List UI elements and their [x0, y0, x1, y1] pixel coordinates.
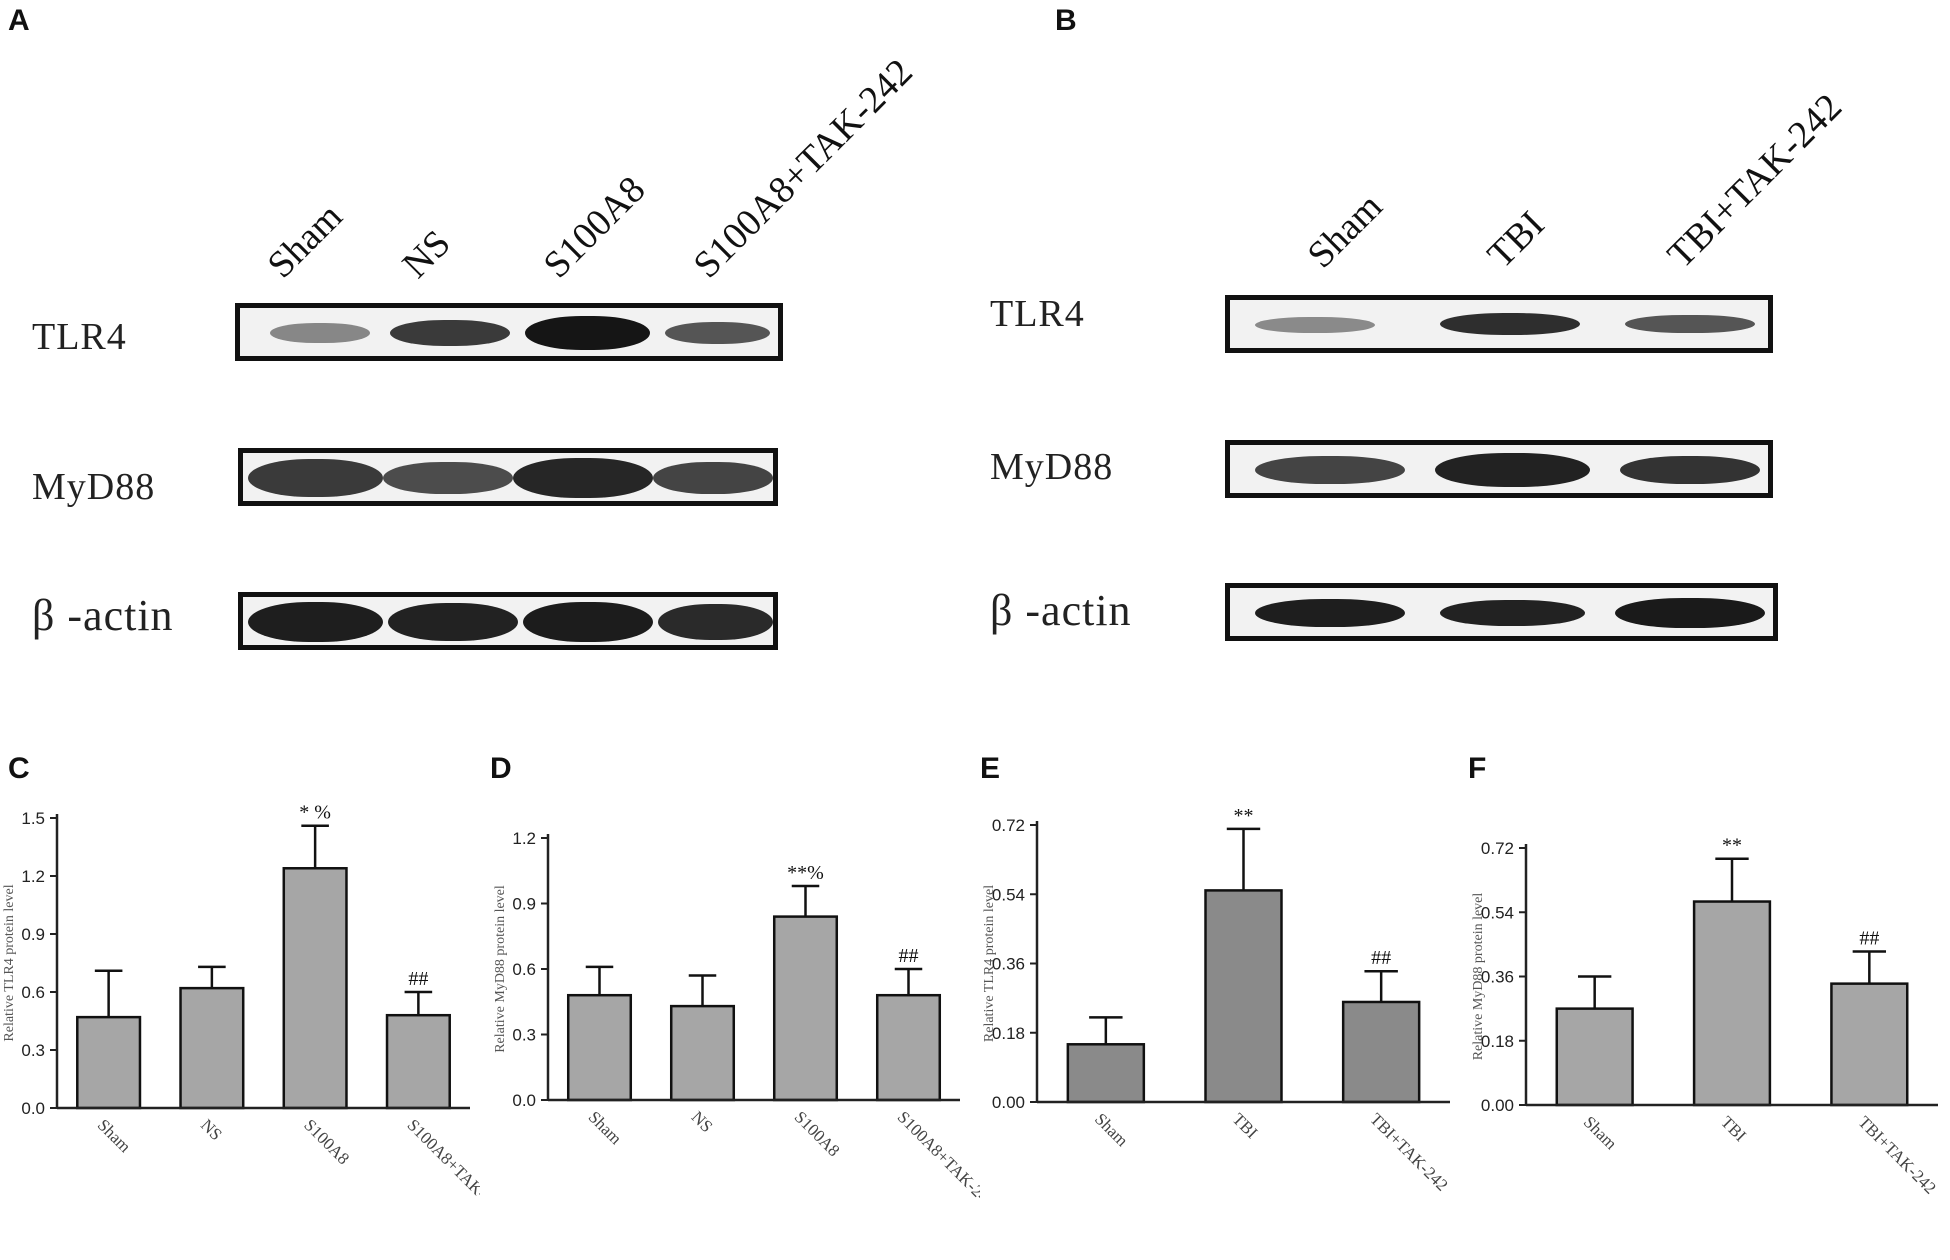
y-tick-label: 0.54: [1481, 903, 1514, 922]
bar-chart-e: 0.00 0.18 0.36 0.54 0.72 Relative TLR4 protei…: [982, 805, 1452, 1195]
bar: [1692, 900, 1772, 1107]
y-tick-label: 0.0: [512, 1091, 536, 1110]
lane-label: S100A8+TAK-242: [685, 51, 921, 287]
blot-strip-beta-actin: [238, 592, 778, 650]
significance-label: **: [1234, 805, 1254, 827]
bar: [669, 1004, 736, 1102]
y-tick-label: 0.6: [512, 960, 536, 979]
bar: [566, 993, 633, 1102]
x-tick-label: TBI: [1229, 1109, 1262, 1142]
bar: [76, 1015, 142, 1110]
blot-row-label: MyD88: [32, 466, 156, 508]
lane-label: NS: [394, 222, 459, 287]
bar-chart-c: 0.0 0.3 0.6 0.9 1.2 1.5 Relative TLR4 protein …: [2, 802, 480, 1221]
y-tick-label: 0.54: [992, 885, 1025, 904]
significance-label: ##: [408, 968, 428, 990]
significance-label: ##: [1371, 947, 1391, 969]
y-tick-label: 1.2: [21, 867, 45, 886]
y-tick-label: 0.00: [1481, 1096, 1514, 1115]
blot-strip-tlr4: [235, 303, 783, 361]
bar-chart-d: 0.0 0.3 0.6 0.9 1.2 Relative MyD88 protein le…: [493, 829, 980, 1213]
y-axis-label: Relative MyD88 protein level: [1471, 893, 1486, 1061]
x-tick-label: S100A8+TAK-242: [894, 1107, 980, 1212]
blot-row-label: MyD88: [990, 446, 1114, 488]
y-tick-label: 0.6: [21, 983, 45, 1002]
significance-label: **%: [787, 862, 824, 884]
x-tick-label: Sham: [1091, 1109, 1132, 1150]
significance-label: ##: [899, 945, 919, 967]
lane-label: S100A8: [535, 168, 654, 287]
x-tick-label: TBI: [1717, 1112, 1750, 1145]
lane-label: TBI: [1479, 203, 1553, 277]
blot-row-label: TLR4: [990, 293, 1085, 335]
significance-label: ##: [1859, 928, 1879, 950]
x-tick-label: NS: [688, 1107, 717, 1136]
panel-label-a: A: [8, 4, 30, 37]
blot-row-label: β -actin: [32, 591, 174, 640]
y-axis-label: Relative TLR4 protein level: [2, 884, 17, 1041]
lane-label: Sham: [1299, 185, 1391, 277]
y-tick-label: 0.18: [992, 1024, 1025, 1043]
y-tick-label: 0.3: [512, 1026, 536, 1045]
x-tick-label: Sham: [94, 1115, 135, 1156]
blot-strip-beta-actin: [1225, 583, 1778, 641]
bar: [1204, 889, 1283, 1104]
bar: [282, 867, 348, 1110]
y-tick-label: 0.3: [21, 1041, 45, 1060]
x-tick-label: S100A8: [300, 1115, 353, 1168]
x-tick-label: Sham: [1580, 1112, 1621, 1153]
x-tick-label: S100A8+TAK-242: [404, 1115, 480, 1220]
y-axis-label: Relative MyD88 protein level: [493, 885, 508, 1053]
y-tick-label: 0.36: [992, 955, 1025, 974]
panel-label-e: E: [980, 752, 1001, 785]
y-tick-label: 0.72: [1481, 839, 1514, 858]
y-tick-label: 0.72: [992, 816, 1025, 835]
y-tick-label: 1.2: [512, 829, 536, 848]
y-tick-label: 1.5: [21, 809, 45, 828]
lane-label: Sham: [259, 195, 351, 287]
bar: [1555, 1007, 1634, 1107]
significance-label: * %: [299, 802, 331, 824]
lane-label: TBI+TAK-242: [1659, 85, 1851, 277]
y-tick-label: 0.36: [1481, 968, 1514, 987]
y-tick-label: 0.18: [1481, 1032, 1514, 1051]
panel-label-b: B: [1055, 4, 1077, 37]
x-tick-label: NS: [197, 1115, 226, 1144]
bar: [875, 993, 942, 1102]
blot-strip-myd88: [238, 448, 778, 506]
significance-label: **: [1722, 835, 1742, 857]
y-tick-label: 0.0: [21, 1099, 45, 1118]
x-tick-label: Sham: [585, 1107, 626, 1148]
panel-label-f: F: [1468, 752, 1487, 785]
blot-row-label: TLR4: [32, 316, 127, 358]
x-tick-label: TBI+TAK-242: [1366, 1109, 1451, 1194]
bar: [772, 915, 839, 1102]
blot-strip-myd88: [1225, 440, 1773, 498]
y-tick-label: 0.9: [512, 895, 536, 914]
x-tick-label: TBI+TAK-242: [1855, 1112, 1940, 1197]
bar: [1341, 1000, 1421, 1104]
bar: [1830, 982, 1909, 1107]
blot-strip-tlr4: [1225, 295, 1773, 353]
y-tick-label: 0.9: [21, 925, 45, 944]
panel-label-d: D: [490, 752, 512, 785]
bar: [385, 1013, 451, 1110]
panel-label-c: C: [8, 752, 30, 785]
x-tick-label: S100A8: [791, 1107, 844, 1160]
y-tick-label: 0.00: [992, 1093, 1025, 1112]
bar: [1066, 1043, 1146, 1104]
y-axis-label: Relative TLR4 protein level: [982, 885, 997, 1042]
bar: [179, 986, 245, 1110]
bar-chart-f: 0.00 0.18 0.36 0.54 0.72 Relative MyD88 prote…: [1471, 835, 1940, 1198]
blot-row-label: β -actin: [990, 586, 1132, 635]
